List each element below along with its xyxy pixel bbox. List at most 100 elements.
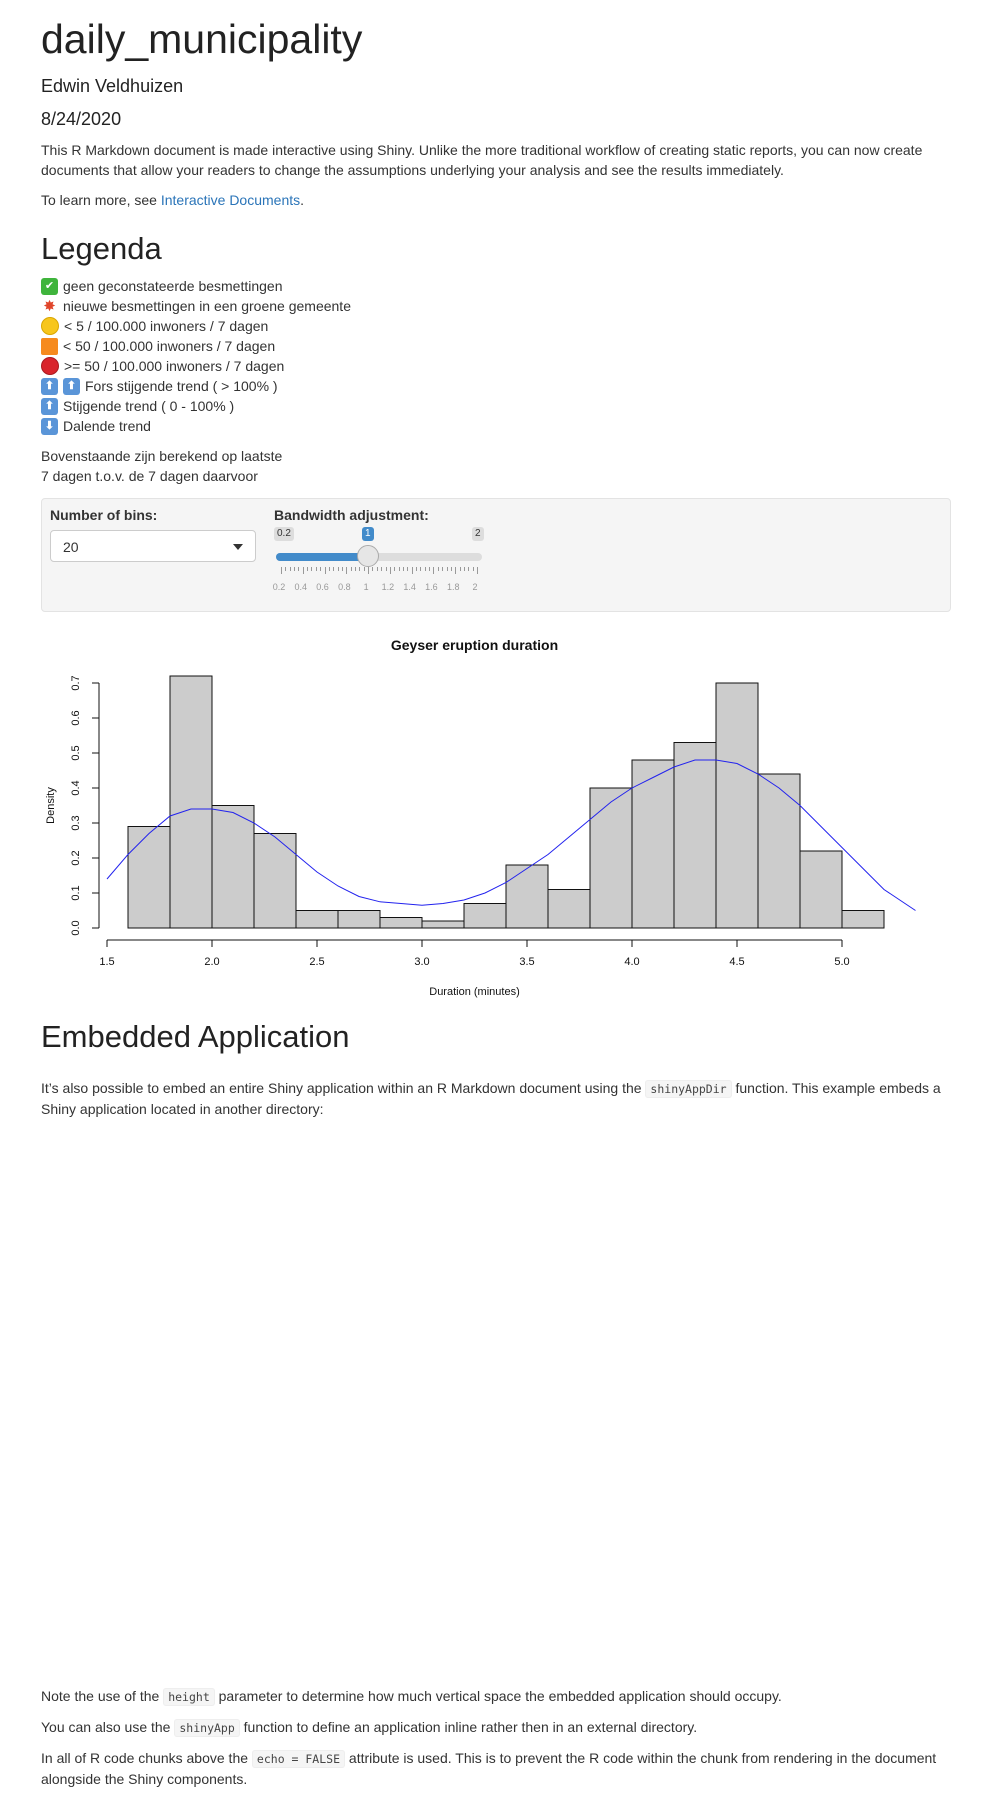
histogram-bar (337, 910, 381, 929)
x-tick-label: 5.0 (834, 956, 849, 968)
document: daily_municipality Edwin Veldhuizen 8/24… (41, 16, 951, 1787)
slider-tick (372, 567, 374, 571)
histogram-bar (631, 759, 675, 929)
histogram-bar (841, 910, 885, 929)
author: Edwin Veldhuizen (41, 76, 184, 96)
slider-tick (285, 567, 287, 571)
slider-tick-label: 0.8 (338, 582, 351, 592)
inline-code: height (163, 1688, 215, 1706)
x-tick-label: 1.5 (99, 956, 114, 968)
orange-square-icon (41, 337, 58, 355)
slider-tick (359, 567, 361, 571)
inline-code: echo = FALSE (251, 1750, 346, 1768)
histogram-bar (295, 910, 339, 929)
slider-tick (294, 567, 296, 571)
slider-tick (328, 567, 330, 571)
legend-heading: Legenda (41, 231, 162, 266)
legend-item: < 5 / 100.000 inwoners / 7 dagen (41, 316, 951, 336)
slider-tick-label: 1 (363, 582, 369, 592)
histogram-bar (715, 682, 759, 929)
slider-tick (324, 567, 326, 574)
slider-value-label: 1 (362, 527, 374, 541)
embedded-heading: Embedded Application (41, 1019, 350, 1054)
y-tick-label: 0.2 (70, 850, 82, 865)
slider-tick (307, 567, 309, 571)
slider-tick (442, 567, 444, 571)
slider-tick (424, 567, 426, 571)
slider-tick (355, 567, 357, 571)
slider-tick (429, 567, 431, 571)
slider-fill (276, 553, 369, 561)
histogram-bar (253, 833, 297, 929)
x-tick-label: 4.0 (624, 956, 639, 968)
slider-tick (381, 567, 383, 571)
slider-tick (420, 567, 422, 571)
histogram-bar (547, 889, 591, 929)
inline-code: shinyApp (174, 1719, 240, 1737)
input-panel: Number of bins: 20 Bandwidth adjustment:… (41, 498, 951, 612)
x-tick-label: 3.5 (519, 956, 534, 968)
legend-item: < 50 / 100.000 inwoners / 7 dagen (41, 336, 951, 356)
bins-select[interactable]: 20 (50, 530, 256, 562)
y-tick-label: 0.3 (70, 815, 82, 830)
y-tick-label: 0.4 (70, 780, 82, 795)
slider-tick (311, 567, 313, 571)
embedded-app-frame (41, 1125, 951, 1677)
slider-tick (455, 567, 457, 574)
slider-tick (389, 567, 391, 574)
slider-tick (315, 567, 317, 571)
slider-tick (385, 567, 387, 571)
slider-tick (398, 567, 400, 571)
up-arrow-icon: ⬆ (41, 397, 58, 415)
slider-tick-label: 0.6 (316, 582, 329, 592)
intro-paragraph: This R Markdown document is made interac… (41, 142, 923, 178)
date: 8/24/2020 (41, 109, 122, 129)
red-circle-icon (41, 357, 59, 375)
slider-handle[interactable] (357, 545, 379, 567)
interactive-documents-link[interactable]: Interactive Documents (160, 192, 301, 208)
slider-tick (433, 567, 435, 574)
slider-tick (350, 567, 352, 571)
height-note: Note the use of the height parameter to … (41, 1688, 782, 1706)
slider-tick-label: 1.8 (446, 582, 460, 592)
histogram-chart: Geyser eruption duration 1.5 2.0 2.5 3.0 3.5 4… (45, 637, 916, 998)
inline-code: shinyAppDir (645, 1080, 732, 1098)
slider-track[interactable] (276, 553, 482, 561)
slider-max-label: 2 (472, 527, 484, 541)
shinyapp-note: You can also use the shinyApp function t… (41, 1719, 698, 1737)
slider-tick-label: 1.4 (403, 582, 416, 592)
histogram-bar (673, 742, 717, 929)
slider-tick (363, 567, 365, 571)
slider-tick (368, 567, 370, 574)
embedded-paragraph: It’s also possible to embed an entire Sh… (41, 1080, 941, 1117)
collision-icon: ✸ (43, 297, 56, 315)
slider-tick (472, 567, 474, 571)
y-tick-label: 0.5 (70, 745, 82, 760)
slider-tick (337, 567, 339, 571)
slider-tick (289, 567, 291, 571)
slider-min-label: 0.2 (274, 527, 294, 541)
legend-item: >= 50 / 100.000 inwoners / 7 dagen (41, 356, 951, 376)
up-arrow-icon: ⬆ (41, 377, 58, 395)
chevron-down-icon (233, 544, 243, 550)
slider-tick-label: 1.6 (425, 582, 438, 592)
slider-tick-label: 1.2 (381, 582, 395, 592)
histogram-bar (127, 826, 171, 929)
slider-tick (376, 567, 378, 571)
legend-item: ✸ nieuwe besmettingen in een groene gemee… (41, 296, 951, 316)
bandwidth-slider[interactable]: 0.2 1 2 0.2 0.4 0.6 0.8 1 1.2 1.4 1.6 1.8 2 (273, 527, 484, 592)
y-tick-label: 0.0 (70, 920, 82, 935)
y-tick-label: 0.7 (70, 675, 82, 690)
slider-tick (437, 567, 439, 571)
slider-tick (394, 567, 396, 571)
slider-tick (402, 567, 404, 571)
x-tick-label: 4.5 (729, 956, 744, 968)
up-arrow-icon: ⬆ (63, 377, 80, 395)
histogram-bar (211, 805, 255, 929)
x-axis-label: Duration (minutes) (429, 986, 519, 998)
check-mark-icon: ✔ (41, 277, 58, 295)
down-arrow-icon: ⬇ (41, 417, 58, 435)
learn-more-paragraph: To learn more, see Interactive Documents… (41, 192, 305, 208)
slider-tick (346, 567, 348, 574)
slider-tick-label: 0.2 (272, 582, 286, 592)
